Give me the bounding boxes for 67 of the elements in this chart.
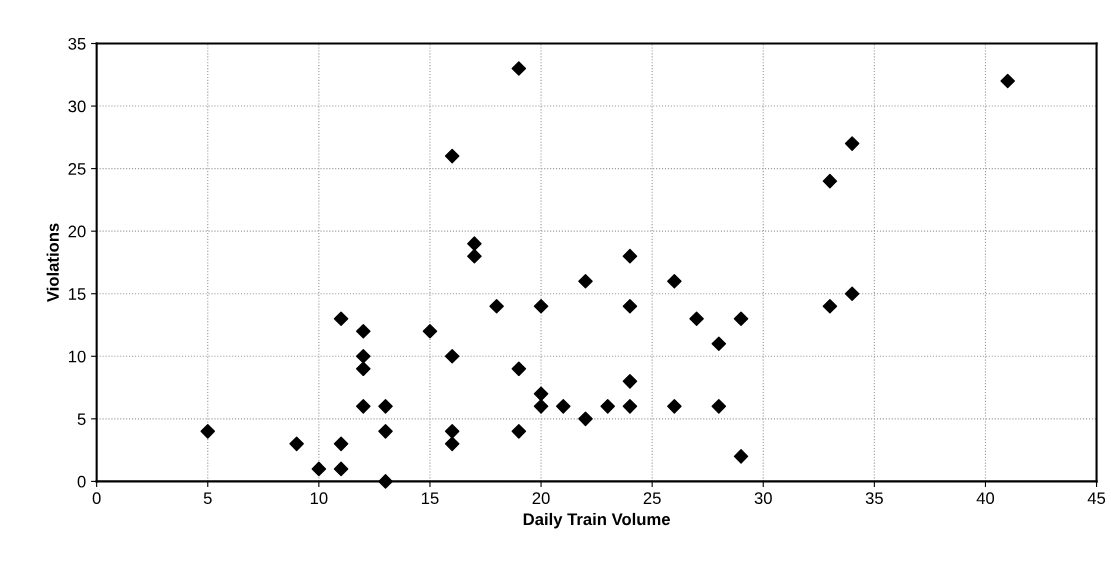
point: [378, 399, 393, 414]
point: [489, 298, 504, 314]
point: [378, 424, 393, 439]
point: [378, 474, 393, 489]
y-axis-title: Violations: [46, 223, 59, 303]
point: [622, 298, 638, 314]
point: [444, 436, 460, 452]
point: [511, 424, 527, 439]
y-tick-label: 20: [68, 225, 86, 238]
point: [356, 323, 371, 339]
point: [844, 286, 860, 302]
point: [733, 311, 749, 327]
point: [822, 298, 838, 314]
x-tick-label: 45: [1087, 492, 1106, 505]
x-tick-label: 30: [754, 492, 772, 505]
point: [689, 311, 704, 327]
x-tick-label: 20: [532, 492, 550, 505]
point: [711, 336, 727, 352]
point: [511, 361, 527, 377]
point: [533, 298, 549, 314]
y-tick-label: 30: [68, 100, 86, 113]
x-tick-label: 25: [643, 492, 661, 505]
x-tick-label: 5: [203, 492, 212, 505]
point: [733, 449, 749, 464]
y-tick-label: 5: [77, 413, 86, 426]
point: [667, 399, 682, 414]
point: [511, 61, 527, 76]
point: [600, 399, 615, 414]
point: [533, 386, 549, 402]
point: [844, 136, 860, 151]
point: [333, 461, 349, 477]
point: [356, 399, 371, 414]
point: [711, 399, 727, 414]
point: [289, 436, 304, 452]
point: [200, 424, 216, 439]
point: [622, 248, 638, 264]
point: [333, 436, 349, 452]
point: [555, 399, 571, 414]
point: [356, 361, 371, 377]
point: [422, 323, 438, 339]
point: [622, 374, 638, 389]
point: [444, 349, 460, 364]
point: [333, 311, 349, 327]
x-axis-title: Daily Train Volume: [523, 512, 670, 529]
y-tick-label: 25: [68, 163, 86, 175]
y-tick-label: 15: [68, 288, 86, 300]
point: [467, 248, 482, 264]
x-tick-label: 0: [92, 492, 101, 505]
x-tick-label: 10: [310, 492, 328, 505]
x-tick-label: 35: [865, 492, 883, 505]
point: [1000, 73, 1015, 89]
point: [822, 173, 838, 189]
point: [667, 273, 682, 289]
x-tick-label: 15: [421, 492, 439, 505]
point: [578, 411, 593, 427]
y-tick-label: 10: [68, 350, 86, 363]
x-tick-label: 40: [976, 492, 995, 505]
point: [467, 236, 482, 251]
point: [622, 399, 638, 414]
point: [533, 399, 549, 414]
y-tick-label: 0: [77, 475, 86, 488]
point: [311, 461, 327, 477]
point: [578, 273, 593, 289]
point: [356, 349, 371, 364]
y-tick-label: 35: [68, 37, 86, 50]
point: [444, 424, 460, 439]
point: [444, 148, 460, 164]
